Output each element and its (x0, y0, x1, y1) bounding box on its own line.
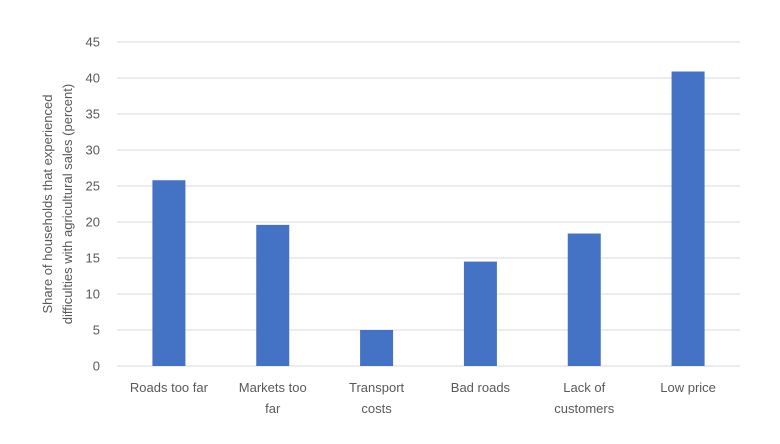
bar (256, 224, 290, 366)
y-tick-label: 25 (86, 179, 100, 194)
y-tick-label: 10 (86, 287, 100, 302)
gridlines (117, 41, 740, 367)
bars (152, 71, 705, 367)
y-tick-label: 40 (86, 71, 100, 86)
bar (671, 71, 705, 367)
bar (463, 261, 497, 366)
y-axis-title-line: Share of households that experienced (40, 95, 55, 314)
x-category-label: far (265, 401, 281, 416)
y-tick-label: 20 (86, 215, 100, 230)
y-tick-label: 35 (86, 107, 100, 122)
x-axis-categories: Roads too far Markets too far Transport cost… (130, 380, 716, 416)
x-category-label: Transport (349, 380, 405, 395)
x-category-label: costs (361, 401, 392, 416)
y-axis-ticks: 0 5 10 15 20 25 30 35 40 45 (86, 35, 100, 374)
x-category-label: customers (554, 401, 614, 416)
bar (152, 180, 186, 366)
y-axis-title: Share of households that experienced diff… (40, 84, 75, 324)
x-category-label: Bad roads (451, 380, 511, 395)
bar (360, 330, 394, 366)
bar (567, 233, 601, 366)
x-category-label: Low price (660, 380, 716, 395)
y-tick-label: 30 (86, 143, 100, 158)
x-category-label: Markets too (239, 380, 307, 395)
y-tick-label: 15 (86, 251, 100, 266)
y-tick-label: 0 (93, 359, 100, 374)
x-category-label: Roads too far (130, 380, 209, 395)
y-axis-title-line: difficulties with agricultural sales (pe… (60, 84, 75, 324)
y-tick-label: 5 (93, 323, 100, 338)
y-tick-label: 45 (86, 35, 100, 50)
x-category-label: Lack of (563, 380, 605, 395)
